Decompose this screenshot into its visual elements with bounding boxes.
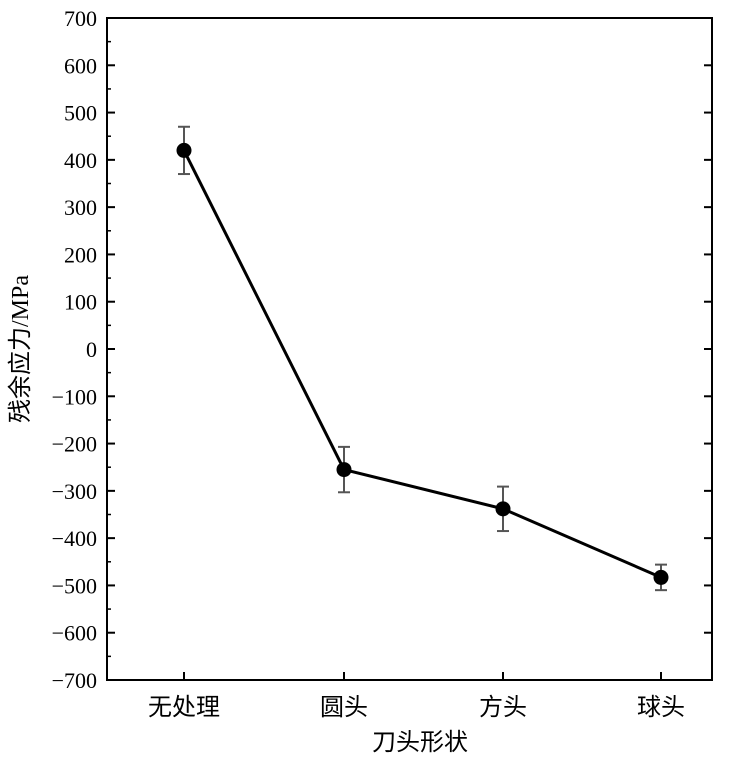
- y-tick-label: 300: [64, 195, 97, 220]
- x-tick-label: 方头: [479, 694, 527, 721]
- y-tick-label: 600: [64, 53, 97, 78]
- y-tick-label: −300: [52, 479, 97, 504]
- y-tick-label: 400: [64, 148, 97, 173]
- y-axis-label: 残余应力/MPa: [7, 275, 34, 423]
- y-tick-label: −200: [52, 432, 97, 457]
- y-tick-label: −600: [52, 621, 97, 646]
- y-tick-label: −100: [52, 384, 97, 409]
- x-tick-label: 圆头: [320, 694, 368, 721]
- data-point: [336, 462, 352, 478]
- x-tick-label: 无处理: [148, 694, 220, 721]
- data-point: [176, 142, 192, 158]
- series-line: [182, 149, 662, 579]
- y-tick-label: −700: [52, 668, 97, 693]
- y-tick-label: 200: [64, 242, 97, 267]
- y-tick-label: −400: [52, 526, 97, 551]
- y-tick-label: 500: [64, 101, 97, 126]
- data-point: [495, 501, 511, 517]
- data-point: [653, 569, 669, 585]
- y-tick-label: 0: [86, 337, 97, 362]
- x-tick-label: 球头: [637, 694, 685, 721]
- y-tick-label: 700: [64, 6, 97, 31]
- x-axis-label: 刀头形状: [372, 729, 468, 756]
- y-tick-label: 100: [64, 290, 97, 315]
- y-tick-label: −500: [52, 573, 97, 598]
- plot-frame: [106, 17, 713, 681]
